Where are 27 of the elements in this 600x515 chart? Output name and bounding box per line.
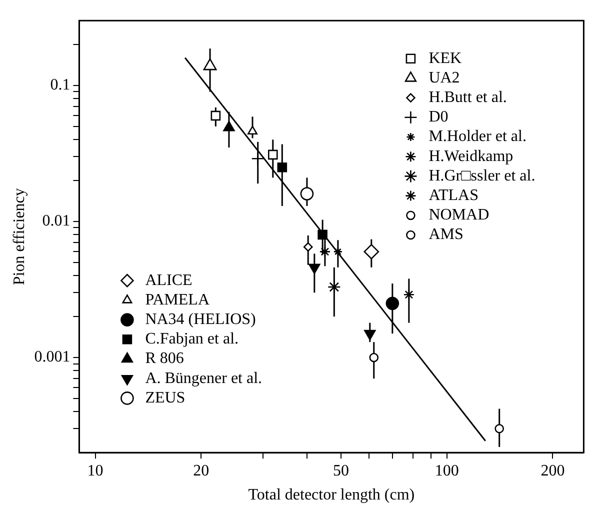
legend-label: R 806: [145, 350, 184, 368]
legend-label: A. Büngener et al.: [145, 370, 262, 387]
legend-label: ATLAS: [428, 187, 478, 204]
y-tick-label: 0.1: [50, 76, 70, 94]
x-tick-label: 50: [333, 462, 350, 480]
legend-label: NOMAD: [428, 206, 490, 224]
legend-label: M.Holder et al.: [428, 128, 526, 146]
x-tick-label: 10: [87, 462, 104, 480]
legend-label: C.Fabjan et al.: [145, 330, 239, 348]
legend-label: NA34 (HELIOS): [145, 311, 256, 328]
legend-label: ALICE: [145, 272, 192, 289]
legend-label: H.Weidkamp: [428, 148, 514, 165]
x-tick-label: 200: [540, 462, 565, 480]
y-tick-label: 0.01: [42, 212, 70, 230]
legend-label: KEK: [428, 50, 462, 67]
legend-label: H.Gr□ssler et al.: [428, 167, 536, 184]
y-axis-title: Pion efficiency: [10, 188, 28, 286]
y-tick-label: 0.001: [34, 348, 70, 366]
legend-label: AMS: [428, 226, 464, 244]
x-tick-label: 20: [193, 462, 210, 480]
legend-label: PAMELA: [145, 291, 210, 308]
legend-label: UA2: [428, 69, 460, 86]
legend-label: ZEUS: [145, 389, 186, 406]
x-axis-title: Total detector length (cm): [248, 486, 415, 504]
x-tick-label: 100: [434, 462, 459, 480]
legend-label: D0: [428, 108, 448, 126]
legend-label: H.Butt et al.: [428, 89, 507, 106]
